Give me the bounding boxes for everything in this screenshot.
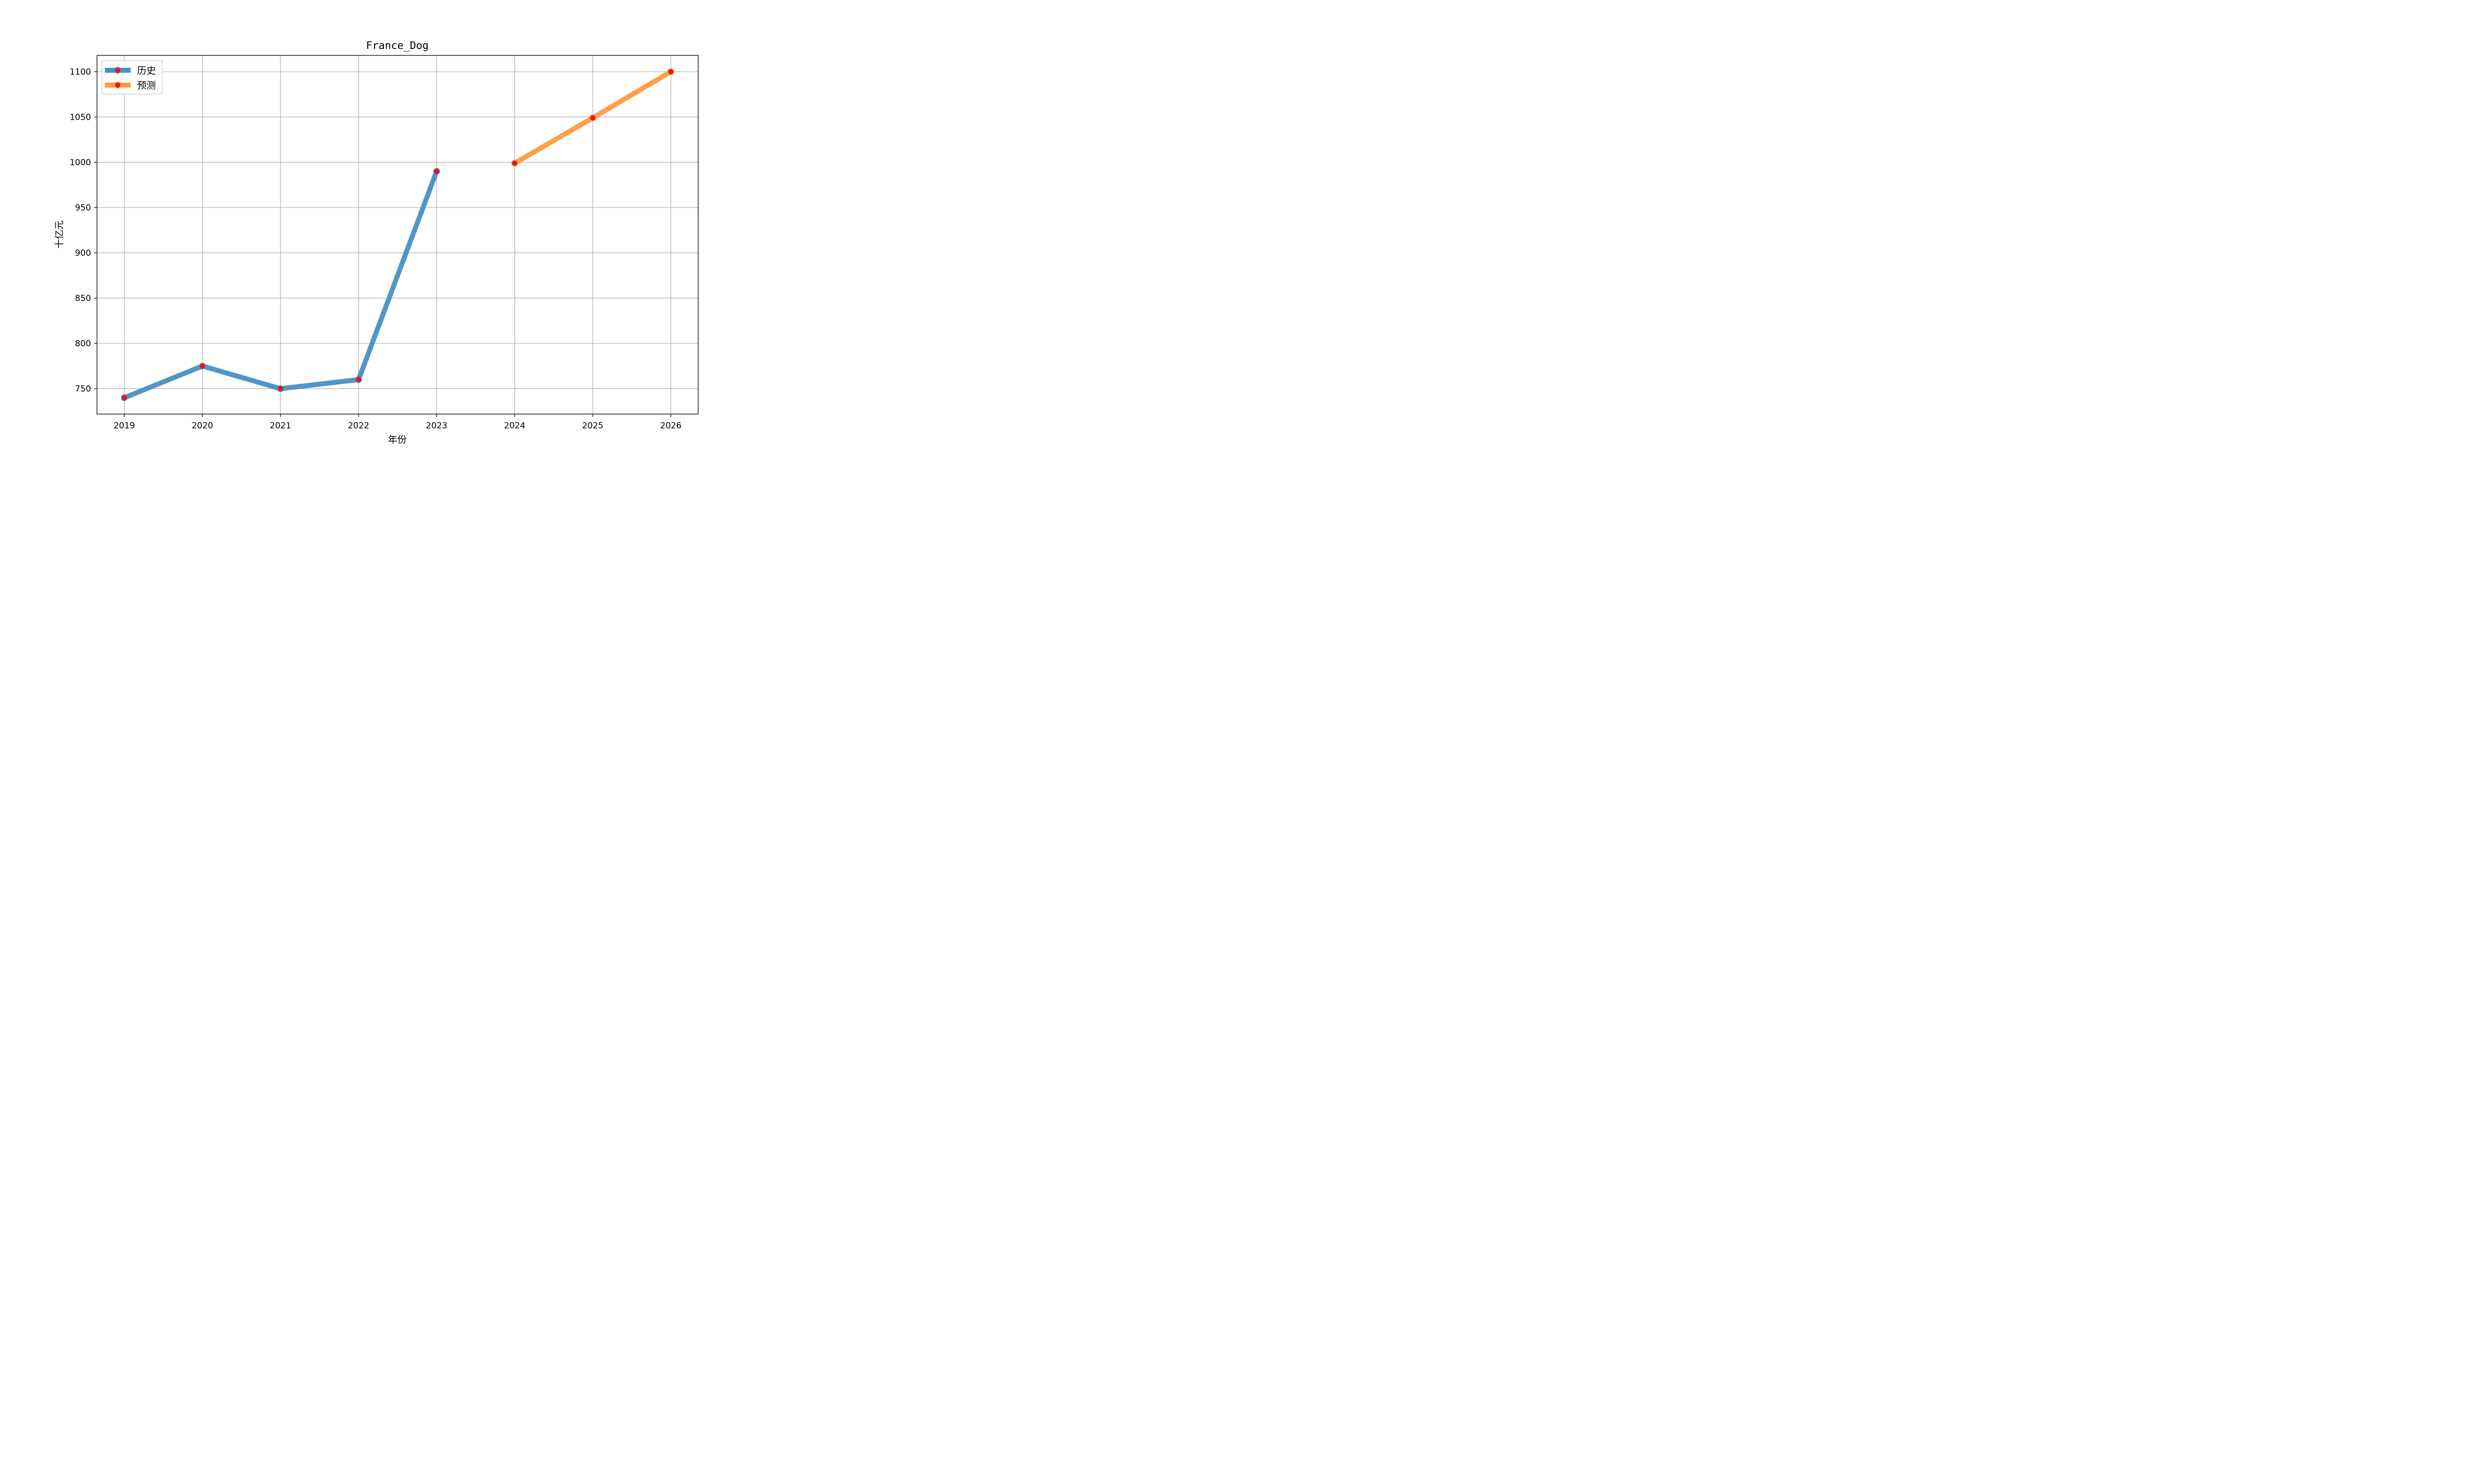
y-tick-label: 1100 [70,67,91,77]
data-point [355,376,362,383]
x-tick-label: 2022 [348,421,369,431]
x-tick-label: 2025 [582,421,603,431]
legend-marker [114,82,121,89]
data-point [667,68,674,75]
y-tick-label: 850 [75,294,91,304]
data-point [589,114,596,122]
data-point [277,385,284,392]
x-tick-label: 2023 [426,421,447,431]
plot-frame [96,55,699,415]
y-tick-label: 1050 [70,112,91,122]
legend-label: 预测 [137,80,156,91]
x-axis: 2019 2020 2021 2022 2023 2024 2025 2026 [114,414,681,431]
data-point [199,363,206,370]
legend-label: 历史 [137,65,156,76]
y-axis: 750 800 850 900 950 1000 1050 1100 [70,67,97,394]
data-point [433,168,440,175]
x-tick-label: 2024 [504,421,525,431]
x-tick-label: 2021 [270,421,291,431]
data-point [121,394,128,401]
chart-title: France_Dog [366,40,428,51]
legend-marker [114,67,121,74]
y-tick-label: 950 [75,203,91,213]
y-tick-label: 750 [75,384,91,394]
x-tick-label: 2020 [191,421,213,431]
y-tick-label: 1000 [70,158,91,168]
grid [97,55,698,414]
x-axis-label: 年份 [388,434,407,445]
y-tick-label: 900 [75,248,91,258]
x-tick-label: 2026 [660,421,681,431]
data-point [511,160,518,167]
y-tick-label: 800 [75,339,91,349]
chart-svg: France_Dog 2019 2020 2021 2022 2023 2024 2025 2… [54,40,699,445]
y-axis-label: 十亿元 [54,220,65,248]
x-tick-label: 2019 [114,421,135,431]
series-layer [121,68,674,401]
